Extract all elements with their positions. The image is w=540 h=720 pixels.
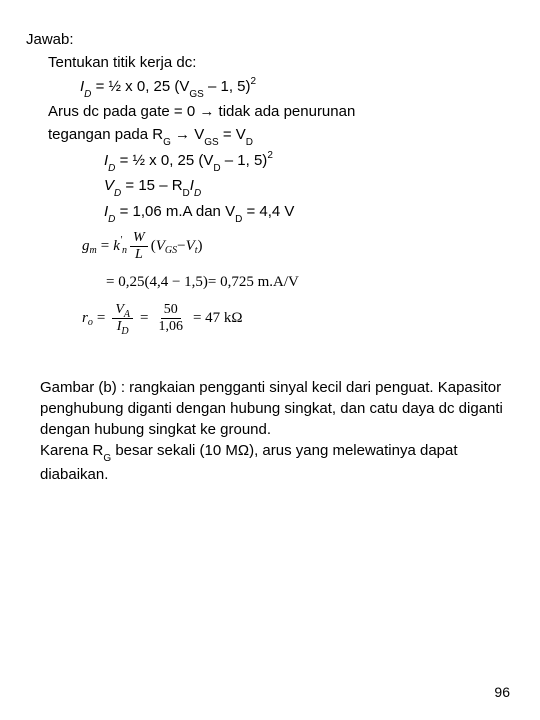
eq2-sub2: D	[213, 163, 220, 174]
ro-num1: V	[115, 302, 124, 317]
para2-sub: G	[103, 453, 111, 464]
gm-frac-den: L	[132, 247, 146, 262]
eq4-sub1: D	[108, 214, 115, 225]
gm-v2-sub: t	[195, 245, 198, 256]
eq3-sub2: D	[183, 188, 190, 199]
gm2-paren: (4,4 − 1,5)	[144, 274, 207, 291]
equation-2: ID = ½ x 0, 25 (VD – 1, 5)2	[26, 149, 514, 175]
paragraph-1: Gambar (b) : rangkaian pengganti sinyal …	[40, 377, 510, 440]
ro-res: = 47 kΩ	[193, 310, 243, 327]
l2b-pre: tegangan pada R	[48, 126, 163, 143]
eq1-mid1: = ½ x 0, 25 (V	[91, 78, 189, 95]
gm-v2: V	[186, 238, 195, 255]
eq1-sub2: GS	[189, 89, 203, 100]
gm-k-sub: n	[122, 245, 127, 256]
gm2-eq: = 0,25	[106, 274, 144, 291]
gm-paren-r: )	[198, 238, 203, 255]
eq3-sub1: D	[114, 188, 121, 199]
l2b-sub2: GS	[204, 137, 218, 148]
eq4-mid2: = 4,4 V	[242, 203, 294, 220]
gm-frac-num: W	[130, 230, 148, 246]
text-line-2a: Arus dc pada gate = 0 → tidak ada penuru…	[26, 100, 514, 123]
ro-den2: 1,06	[155, 319, 186, 334]
derivation-block: gm = k'n W L ( VGS − Vt ) = 0,25 (4,4 − …	[26, 231, 514, 333]
eq2-mid1: = ½ x 0, 25 (V	[115, 152, 213, 169]
l2b-mid: → V	[171, 126, 204, 143]
gm2-res: = 0,725 m.A/V	[208, 274, 299, 291]
eq2-sub1: D	[108, 163, 115, 174]
equation-1: ID = ½ x 0, 25 (VGS – 1, 5)2	[26, 75, 514, 101]
ro-frac2: 50 1,06	[155, 302, 186, 334]
gm-lhs-sub: m	[90, 245, 97, 256]
eq3-sub3: D	[194, 188, 201, 199]
l2b-mid2: = V	[219, 126, 246, 143]
eq1-sup: 2	[251, 76, 257, 87]
gm-v1: V	[156, 238, 165, 255]
ro-lhs-sub: o	[88, 317, 93, 328]
page-number: 96	[494, 684, 510, 700]
equation-4: ID = 1,06 m.A dan VD = 4,4 V	[26, 200, 514, 226]
gm-minus: −	[177, 238, 185, 255]
text-line-1: Tentukan titik kerja dc:	[26, 51, 514, 74]
eq3-mid1: = 15 – R	[121, 177, 182, 194]
equation-3: VD = 15 – RDID	[26, 174, 514, 200]
paragraph-block: Gambar (b) : rangkaian pengganti sinyal …	[26, 377, 514, 485]
eq4-mid1: = 1,06 m.A dan V	[115, 203, 235, 220]
gm-lhs: g	[82, 238, 90, 255]
gm-k: k	[113, 238, 120, 255]
gm-equation-line2: = 0,25 (4,4 − 1,5) = 0,725 m.A/V	[82, 267, 514, 297]
paragraph-2: Karena RG besar sekali (10 MΩ), arus yan…	[40, 440, 510, 485]
eq3-pre: V	[104, 177, 114, 194]
ro-frac1: VA ID	[112, 302, 133, 334]
l2b-sub3: D	[246, 137, 253, 148]
ro-den1-sub: D	[121, 326, 128, 337]
eq2-sup: 2	[267, 150, 273, 161]
ro-num1-sub: A	[124, 309, 130, 320]
ro-equation: ro = VA ID = 50 1,06 = 47 kΩ	[82, 303, 514, 333]
gm-equation-line1: gm = k'n W L ( VGS − Vt )	[82, 231, 514, 261]
ro-num2: 50	[161, 302, 181, 318]
gm-frac: W L	[130, 230, 148, 262]
eq4-sub2: D	[235, 214, 242, 225]
answer-label: Jawab:	[26, 28, 514, 51]
eq2-mid2: – 1, 5)	[221, 152, 268, 169]
l2b-sub1: G	[163, 137, 171, 148]
gm-v1-sub: GS	[165, 245, 177, 256]
text-line-2b: tegangan pada RG → VGS = VD	[26, 123, 514, 149]
eq1-mid2: – 1, 5)	[204, 78, 251, 95]
para2-pre: Karena R	[40, 442, 103, 459]
eq1-sub1: D	[84, 89, 91, 100]
